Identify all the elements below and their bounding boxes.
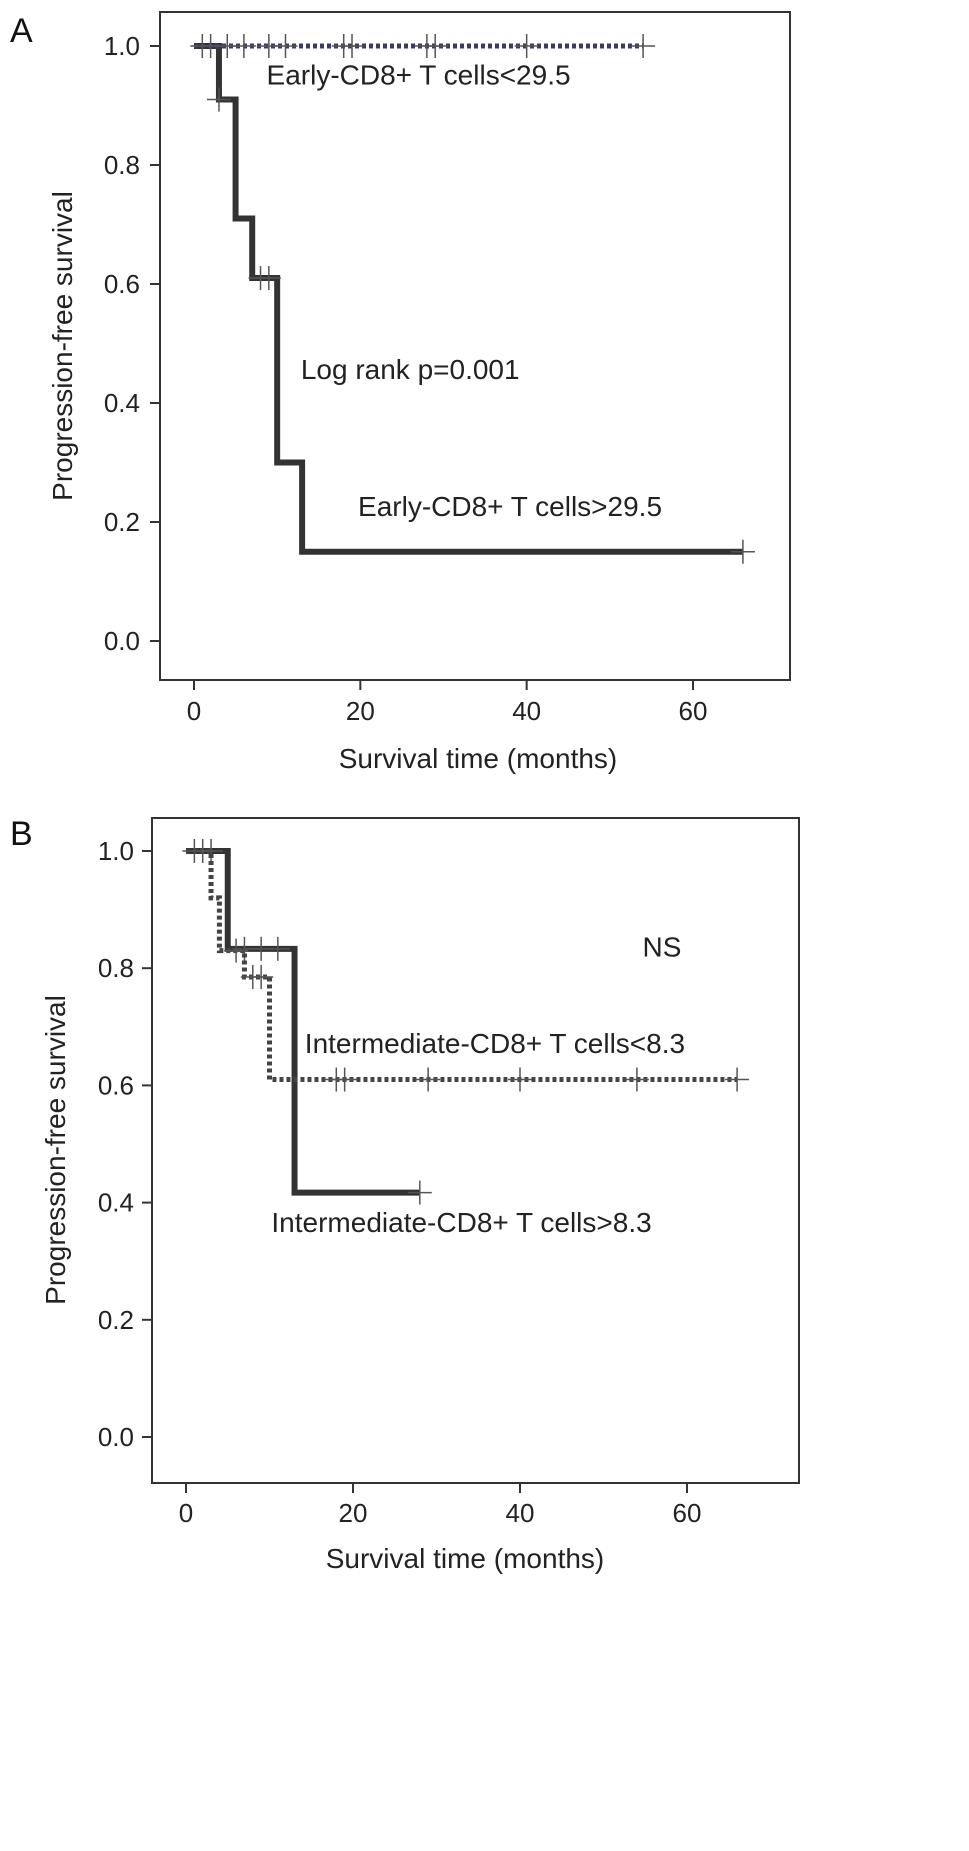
- panel-b-letter: B: [10, 815, 33, 853]
- panel-b-y-tick-label: 0.6: [98, 1070, 134, 1100]
- panel-a-x-axis-title: Survival time (months): [339, 743, 618, 774]
- panel-b-series-2-censor-mark: [249, 964, 274, 989]
- panel-b-axes: 0 20 40 60 0.0 0.2 0.4 0.6 0.8 1.0: [98, 836, 702, 1528]
- panel-b-series-2-censor-mark: [332, 1067, 357, 1092]
- panel-a-curves: [190, 34, 755, 564]
- panel-a-series-1-solid-curve: [194, 43, 743, 555]
- panel-b-y-tick-label: 0.8: [98, 953, 134, 983]
- panel-a-x-tick-label: 20: [346, 696, 375, 726]
- panel-a-y-tick-label: 1.0: [104, 31, 140, 61]
- panel-a-plot-frame: [159, 11, 791, 681]
- panel-a-annotation: Log rank p=0.001: [301, 354, 520, 385]
- panel-a-letter: A: [10, 12, 33, 50]
- panel-a-series-2-censor-mark: [631, 34, 656, 58]
- panel-a-y-tick-label: 0.0: [104, 626, 140, 656]
- panel-b-x-axis-title: Survival time (months): [326, 1543, 605, 1574]
- panel-b-series-1-censor-mark: [407, 1180, 432, 1205]
- panel-b-y-axis-title: Progression-free survival: [40, 995, 71, 1305]
- panel-a-annotation: Early-CD8+ T cells<29.5: [267, 60, 571, 91]
- panel-b-series-2-dotted-curve: [186, 848, 738, 1083]
- panel-b-y-tick-label: 0.2: [98, 1305, 134, 1335]
- panel-a-x-tick-label: 60: [679, 696, 708, 726]
- panel-b-x-tick-label: 20: [339, 1498, 368, 1528]
- panel-a-y-tick-label: 0.6: [104, 269, 140, 299]
- panel-a-annotations: Early-CD8+ T cells<29.5 Log rank p=0.001 E…: [267, 60, 662, 522]
- panel-b: B 0 20 40 60 0.0 0.2 0.4 0.6 0.8 1.0 Survival tim…: [10, 815, 800, 1574]
- panel-a-series-2-censor-mark: [423, 34, 448, 58]
- panel-b-series-1-censor-mark: [265, 936, 290, 961]
- panel-b-series-2-censor-mark: [508, 1067, 532, 1092]
- panel-b-series-2-censor-mark: [190, 839, 215, 863]
- panel-a-x-tick-label: 40: [512, 696, 541, 726]
- panel-a-series-2-censor-mark: [273, 34, 298, 58]
- panel-a-series-1-censor-mark: [206, 87, 231, 112]
- panel-b-y-tick-label: 0.4: [98, 1188, 134, 1218]
- panel-a-axes: 0 20 40 60 0.0 0.2 0.4 0.6 0.8 1.0: [104, 31, 708, 726]
- panel-b-annotations: NS Intermediate-CD8+ T cells<8.3 Intermedi…: [271, 931, 685, 1237]
- panel-a-y-tick-label: 0.4: [104, 388, 140, 418]
- panel-a-x-tick-label: 0: [187, 696, 201, 726]
- panel-b-annotation: NS: [642, 931, 681, 962]
- panel-b-y-tick-label: 0.0: [98, 1422, 134, 1452]
- panel-a-series-1-censor-mark: [256, 266, 281, 291]
- panel-b-x-tick-label: 40: [506, 1498, 535, 1528]
- panel-a-series-2-censor-mark: [514, 34, 539, 58]
- panel-a: A 0 20 40 60 0.0 0.2 0.4 0.6 0.8 1.0 Survival tim…: [10, 11, 791, 774]
- panel-a-annotation: Early-CD8+ T cells>29.5: [358, 491, 662, 522]
- panel-b-x-tick-label: 60: [673, 1498, 702, 1528]
- panel-b-x-tick-label: 0: [179, 1498, 193, 1528]
- panel-a-y-tick-label: 0.2: [104, 507, 140, 537]
- panel-b-series-2-censor-mark: [224, 938, 249, 963]
- panel-a-series-1-censor-mark: [730, 539, 755, 564]
- panel-b-plot-frame: [151, 817, 800, 1484]
- panel-b-series-2-censor-mark: [725, 1067, 750, 1092]
- panel-b-y-tick-label: 1.0: [98, 836, 134, 866]
- panel-a-y-tick-label: 0.8: [104, 150, 140, 180]
- panel-a-series-2-censor-mark: [340, 34, 365, 58]
- panel-b-annotation: Intermediate-CD8+ T cells>8.3: [271, 1207, 651, 1238]
- panel-b-series-2-censor-mark: [416, 1067, 441, 1092]
- panel-b-curves: [182, 839, 750, 1205]
- panel-b-series-2-censor-mark: [624, 1067, 649, 1092]
- panel-a-series-2-censor-mark: [231, 34, 256, 58]
- panel-a-y-axis-title: Progression-free survival: [47, 191, 78, 501]
- panel-b-annotation: Intermediate-CD8+ T cells<8.3: [305, 1028, 685, 1059]
